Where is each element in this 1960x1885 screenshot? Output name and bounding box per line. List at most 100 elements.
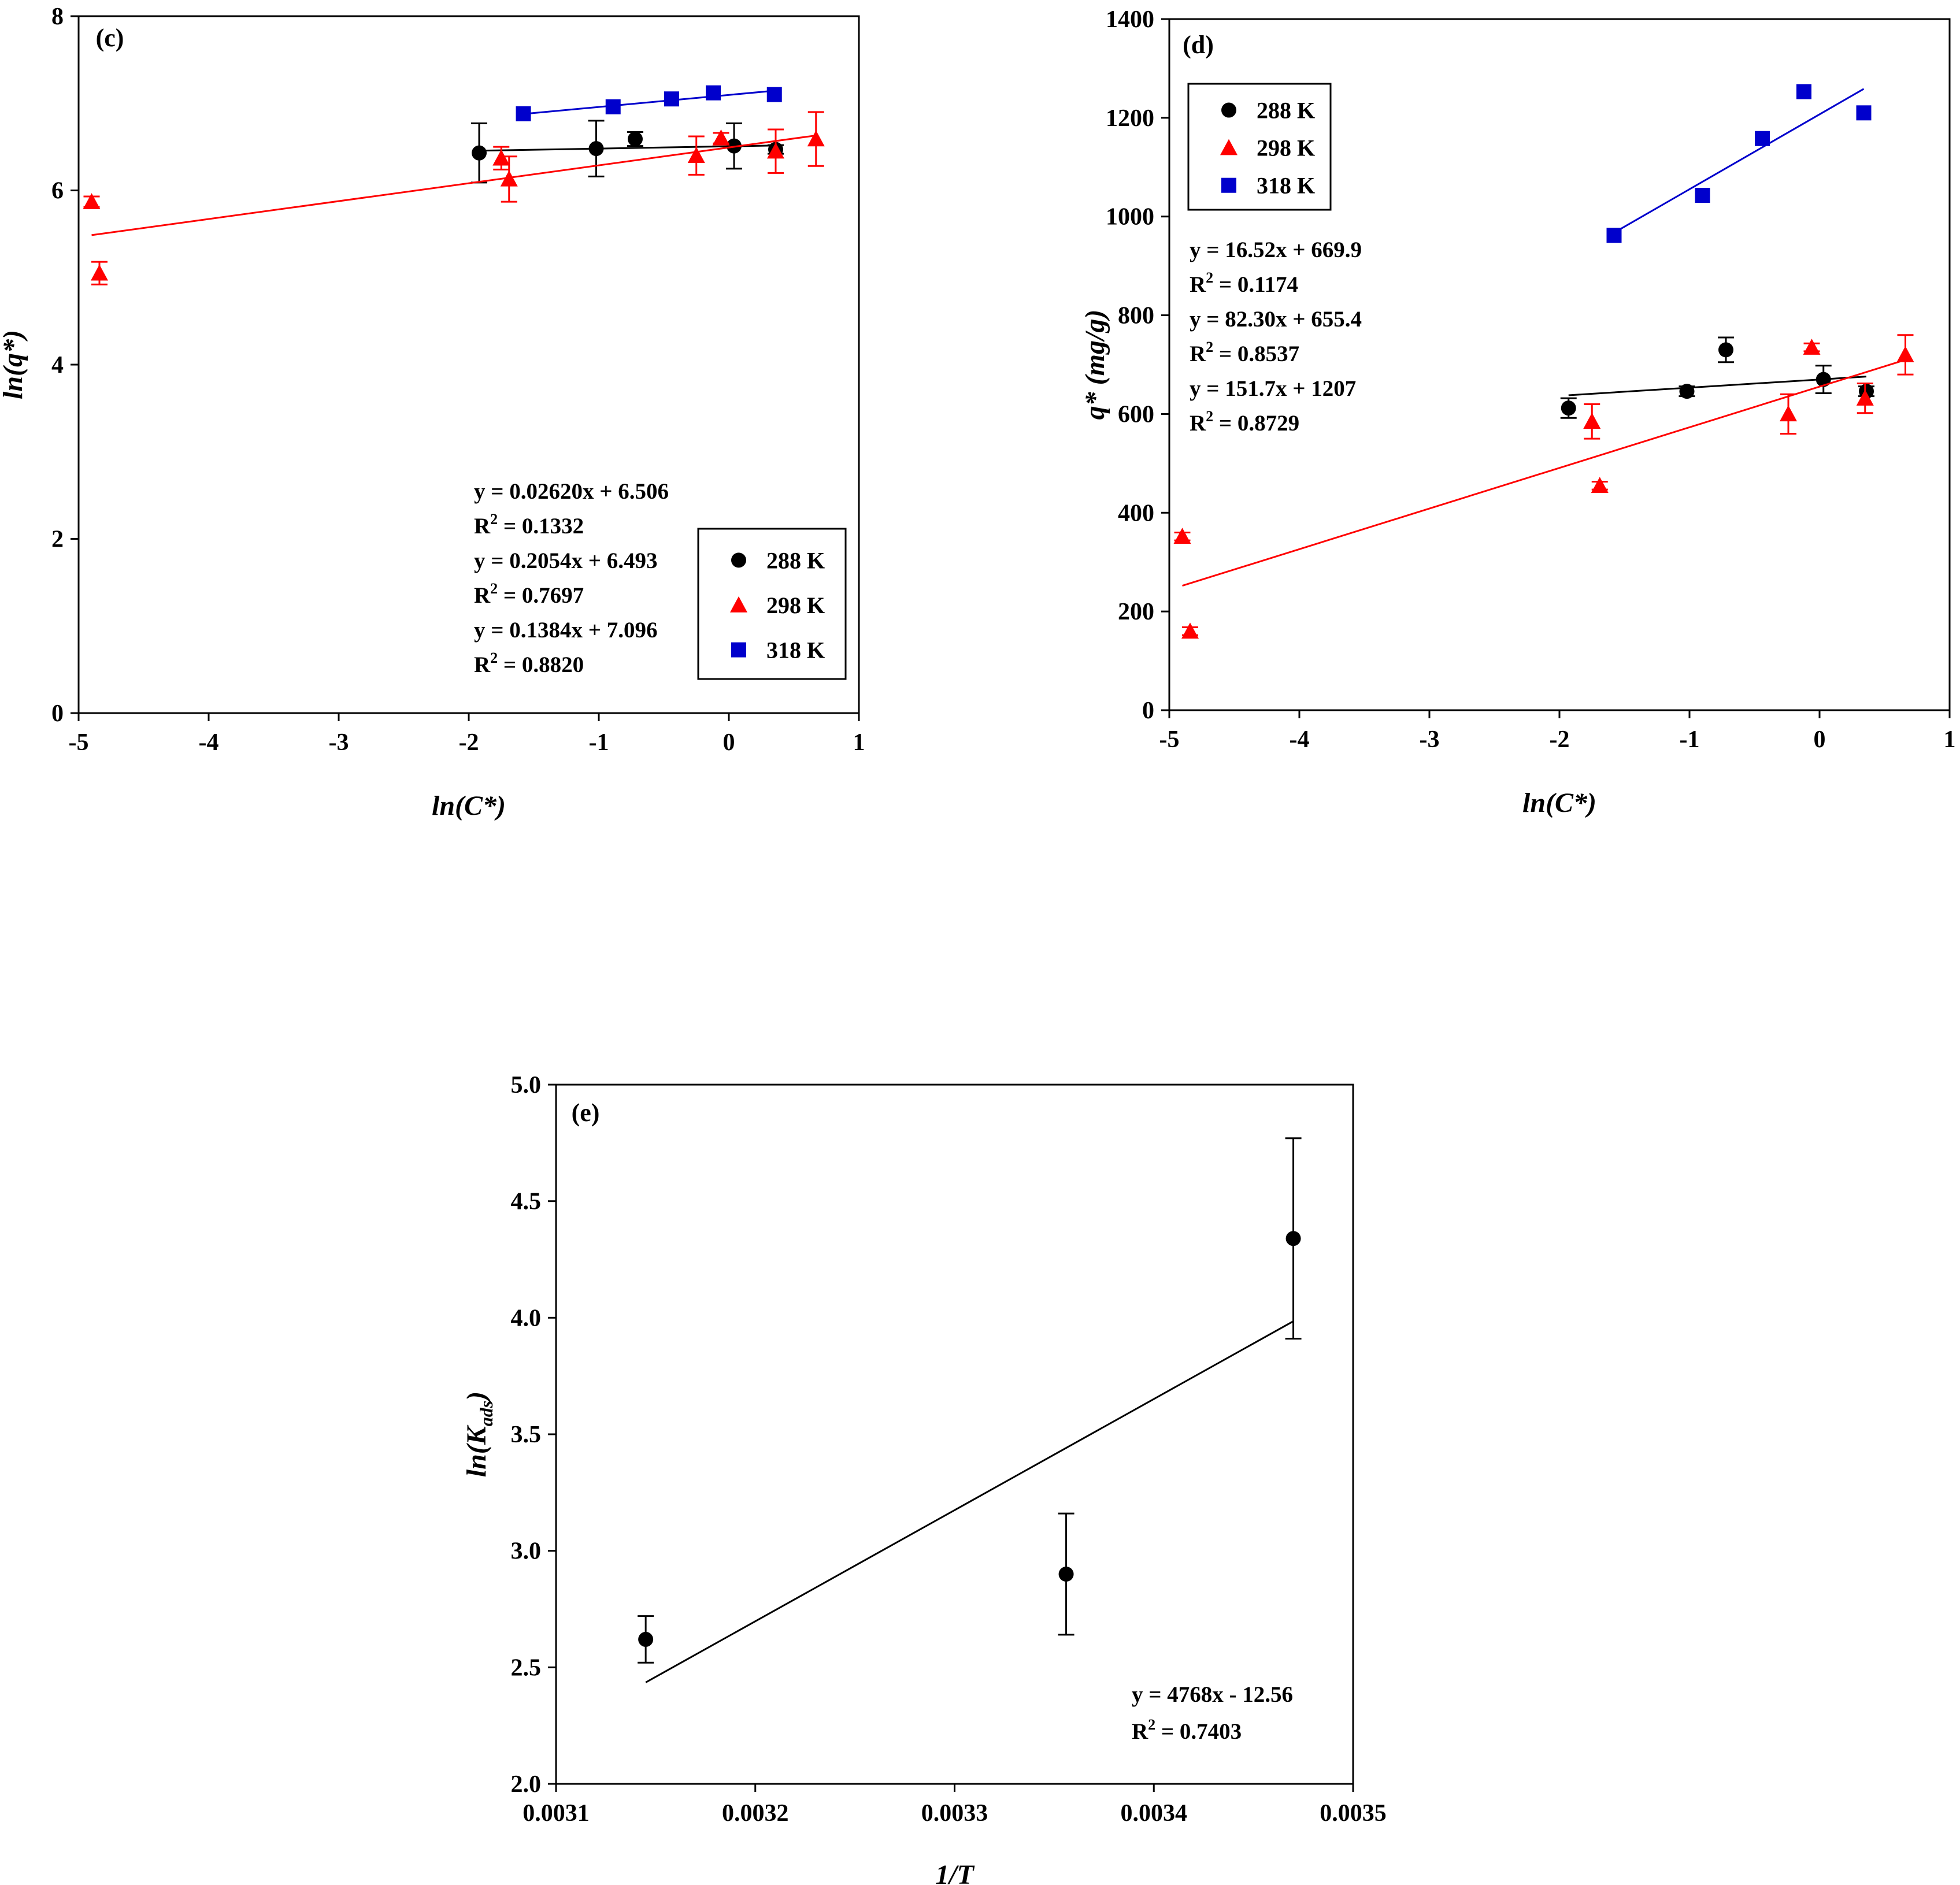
- chart-panel-d: -5 -4 -3 -2 -1 0 1 0 200 400 600 800 1000 1200 1400 (d)…: [1080, 6, 1956, 818]
- y-axis-title: ln(q*): [0, 330, 28, 399]
- data-point: [472, 145, 487, 161]
- x-tick-label: 1: [1944, 726, 1956, 753]
- y-tick-label: 2.0: [511, 1771, 542, 1798]
- data-point: [1173, 528, 1191, 544]
- y-tick-label: 200: [1118, 599, 1154, 625]
- y-tick-label: 800: [1118, 303, 1154, 329]
- y-tick-label: 0: [1142, 697, 1154, 724]
- legend-box: [697, 528, 847, 680]
- x-tick-label: 1: [853, 729, 865, 756]
- series-288-k: [1560, 336, 1874, 419]
- r-squared-exponent: 2: [1206, 408, 1213, 425]
- r-squared: R2 = 0.8820: [474, 650, 584, 677]
- data-point: [492, 149, 510, 166]
- x-tick-label: 0: [1814, 726, 1826, 753]
- r-squared-symbol: R: [1190, 272, 1206, 297]
- data-point: [605, 99, 621, 114]
- y-axis-title: q* (mg/g): [1080, 310, 1110, 420]
- x-tick-label: -5: [1159, 726, 1180, 753]
- data-point: [766, 87, 782, 102]
- data-point: [516, 106, 531, 121]
- data-point: [588, 141, 604, 157]
- r-squared-value: = 0.8537: [1213, 342, 1299, 366]
- r-squared-value: = 0.1174: [1213, 272, 1298, 297]
- r-squared: R2 = 0.1174: [1190, 269, 1298, 297]
- legend-label: 288 K: [766, 547, 825, 573]
- data-point: [1796, 84, 1811, 99]
- x-tick-label: 0.0031: [523, 1800, 590, 1827]
- r-squared: R2 = 0.7403: [1132, 1716, 1242, 1744]
- y-tick-label: 5.0: [511, 1072, 542, 1099]
- legend-marker: [1220, 139, 1237, 155]
- data-point: [1755, 131, 1770, 146]
- r-squared-exponent: 2: [490, 511, 498, 528]
- data-point: [1856, 389, 1874, 406]
- legend-marker: [731, 642, 746, 658]
- legend-label: 288 K: [1257, 98, 1315, 124]
- x-tick-label: -3: [1420, 726, 1440, 753]
- x-axis-title: 1/T: [935, 1860, 975, 1885]
- fit-equation: y = 82.30x + 655.4: [1190, 307, 1362, 332]
- r-squared: R2 = 0.1332: [474, 511, 584, 539]
- y-tick-label: 1000: [1106, 204, 1154, 231]
- data-point: [1561, 400, 1576, 416]
- r-squared: R2 = 0.8729: [1190, 408, 1299, 436]
- r-squared-symbol: R: [1132, 1719, 1148, 1744]
- data-point: [706, 85, 721, 101]
- r-squared-exponent: 2: [1148, 1716, 1155, 1733]
- data-point: [1803, 339, 1821, 355]
- data-point: [1583, 413, 1601, 429]
- x-tick-label: -1: [589, 729, 609, 756]
- data-point: [807, 130, 825, 147]
- fit-equation: y = 151.7x + 1207: [1190, 376, 1356, 401]
- r-squared-symbol: R: [474, 583, 491, 608]
- data-point: [1606, 228, 1622, 243]
- data-point: [1815, 372, 1831, 387]
- x-axis-title: ln(C*): [1522, 788, 1596, 818]
- legend: 288 K 298 K 318 K: [697, 528, 847, 680]
- series-data: [638, 1137, 1302, 1683]
- r-squared-value: = 0.1332: [498, 514, 584, 539]
- legend-marker: [731, 552, 746, 568]
- y-tick-label: 400: [1118, 500, 1154, 526]
- data-point: [1856, 105, 1872, 121]
- fit-line: [1182, 359, 1906, 587]
- r-squared-value: = 0.8820: [498, 652, 584, 677]
- x-tick-label: 0.0032: [722, 1800, 789, 1827]
- r-squared-value: = 0.8729: [1213, 411, 1299, 436]
- data-point: [500, 170, 518, 187]
- panel-label: (c): [96, 24, 124, 52]
- r-squared-symbol: R: [474, 514, 491, 539]
- fit-equation: y = 0.1384x + 7.096: [474, 618, 657, 643]
- x-tick-label: 0.0034: [1121, 1800, 1188, 1827]
- x-tick-label: -3: [329, 729, 349, 756]
- fit-line: [91, 134, 816, 236]
- y-tick-label: 0: [51, 700, 64, 727]
- chart-panel-e: 0.0031 0.0032 0.0033 0.0034 0.0035 2.0 2.5 3.0 3…: [461, 1072, 1387, 1885]
- legend-marker: [1221, 102, 1236, 118]
- legend-box: [1187, 83, 1332, 211]
- fit-equation: y = 4768x - 12.56: [1132, 1682, 1293, 1707]
- r-squared-exponent: 2: [490, 650, 498, 666]
- fit-line: [523, 90, 775, 115]
- y-axis-title: ln(Kads): [461, 1392, 497, 1477]
- r-squared-exponent: 2: [490, 580, 498, 597]
- r-squared: R2 = 0.8537: [1190, 339, 1299, 366]
- y-tick-label: 6: [51, 178, 64, 205]
- legend: 288 K 298 K 318 K: [1187, 83, 1332, 211]
- x-tick-label: -4: [1290, 726, 1310, 753]
- series-298-k: [1173, 334, 1914, 639]
- x-tick-label: -1: [1680, 726, 1700, 753]
- r-squared: R2 = 0.7697: [474, 580, 584, 608]
- legend-label: 318 K: [766, 637, 825, 663]
- fit-equation: y = 16.52x + 669.9: [1190, 238, 1362, 262]
- r-squared-symbol: R: [474, 652, 491, 677]
- panel-label: (d): [1183, 31, 1214, 59]
- series-298-k: [83, 111, 825, 285]
- series-288-k: [471, 120, 784, 184]
- legend-label: 298 K: [1257, 135, 1315, 161]
- data-point: [91, 264, 108, 281]
- fit-line: [1613, 88, 1865, 233]
- r-squared-exponent: 2: [1206, 269, 1213, 286]
